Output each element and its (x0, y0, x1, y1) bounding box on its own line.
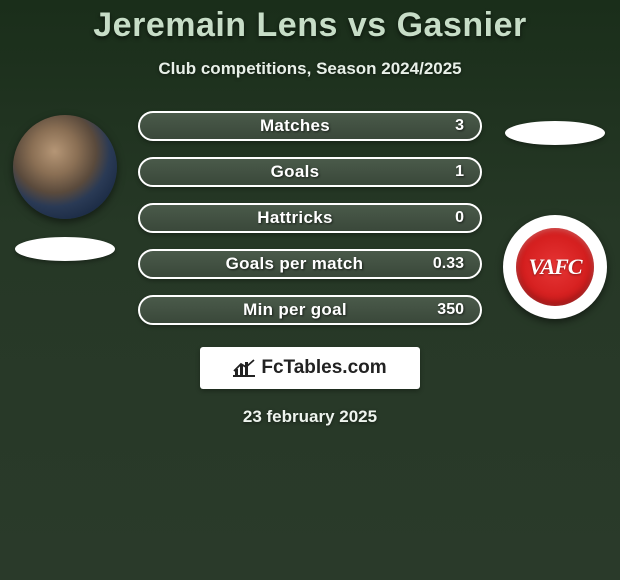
stat-row-goals-per-match: Goals per match 0.33 (138, 249, 482, 279)
stat-value-right: 3 (434, 117, 464, 135)
stat-label: Goals per match (156, 254, 433, 274)
stat-row-min-per-goal: Min per goal 350 (138, 295, 482, 325)
footer-date: 23 february 2025 (243, 407, 377, 427)
player-left-club-badge (15, 237, 115, 261)
comparison-card: Jeremain Lens vs Gasnier Club competitio… (0, 0, 620, 427)
stat-row-matches: Matches 3 (138, 111, 482, 141)
fctables-badge: FcTables.com (200, 347, 420, 389)
stat-label: Matches (156, 116, 434, 136)
vafc-badge: VAFC (516, 228, 594, 306)
content-row: Matches 3 Goals 1 Hattricks 0 Goals per … (0, 111, 620, 325)
vafc-badge-circle: VAFC (516, 228, 594, 306)
stat-value-right: 1 (434, 163, 464, 181)
vafc-badge-text: VAFC (528, 254, 581, 280)
fctables-text: FcTables.com (261, 357, 386, 379)
stat-label: Min per goal (156, 300, 434, 320)
stats-column: Matches 3 Goals 1 Hattricks 0 Goals per … (138, 111, 482, 325)
player-right-club-badge (505, 121, 605, 145)
stat-value-right: 350 (434, 301, 464, 319)
chart-icon (233, 359, 255, 377)
stat-value-right: 0 (434, 209, 464, 227)
stat-row-goals: Goals 1 (138, 157, 482, 187)
player-left-column (10, 111, 120, 261)
page-subtitle: Club competitions, Season 2024/2025 (0, 59, 620, 79)
stat-row-hattricks: Hattricks 0 (138, 203, 482, 233)
footer: FcTables.com 23 february 2025 (0, 347, 620, 427)
stat-label: Goals (156, 162, 434, 182)
player-right-column: VAFC (500, 111, 610, 319)
player-left-avatar (13, 115, 117, 219)
player-right-avatar: VAFC (503, 215, 607, 319)
stat-label: Hattricks (156, 208, 434, 228)
stat-value-right: 0.33 (433, 255, 464, 273)
page-title: Jeremain Lens vs Gasnier (0, 6, 620, 45)
